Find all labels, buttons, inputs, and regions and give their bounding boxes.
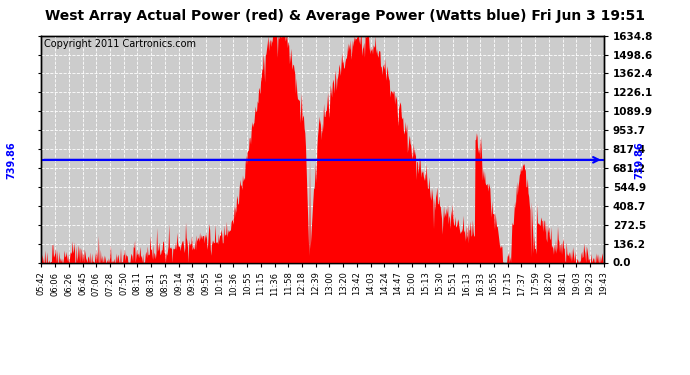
Text: West Array Actual Power (red) & Average Power (Watts blue) Fri Jun 3 19:51: West Array Actual Power (red) & Average … bbox=[45, 9, 645, 23]
Text: 739.86: 739.86 bbox=[6, 141, 16, 178]
Text: 739.86: 739.86 bbox=[635, 141, 644, 178]
Text: Copyright 2011 Cartronics.com: Copyright 2011 Cartronics.com bbox=[44, 39, 196, 49]
